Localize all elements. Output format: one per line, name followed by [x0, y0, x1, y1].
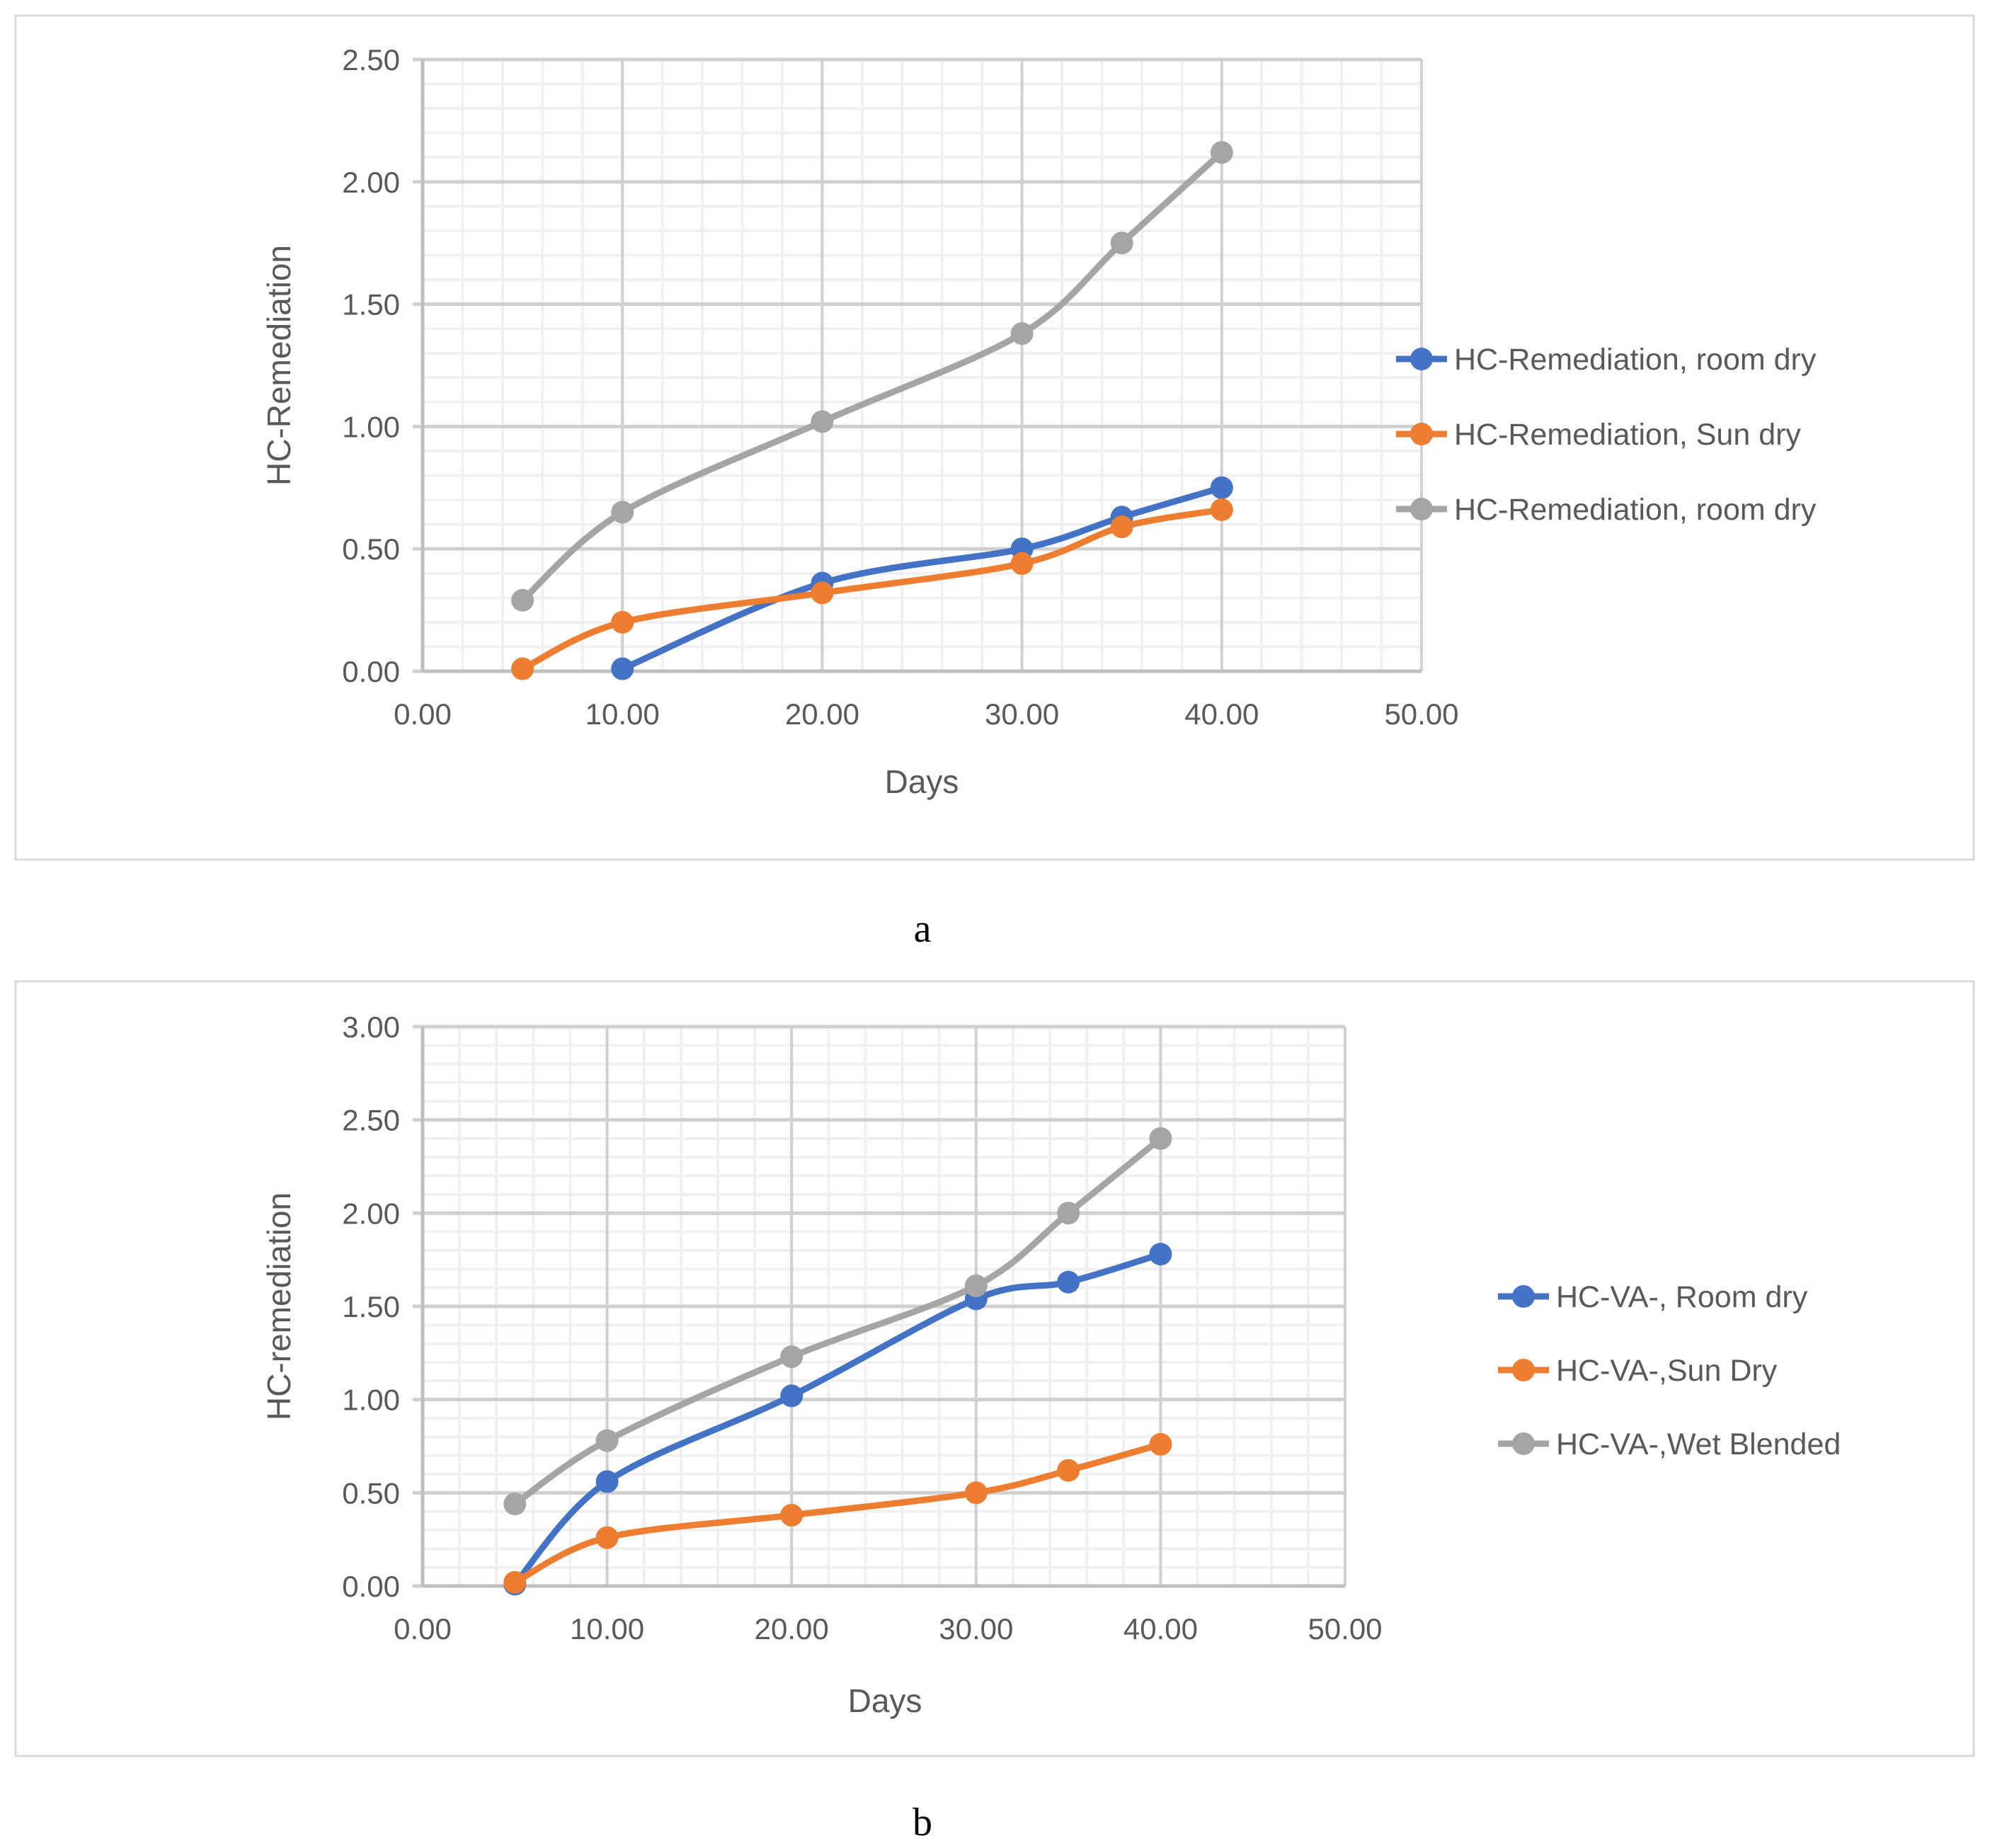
chart-frame — [14, 980, 1975, 1757]
legend-label: HC-VA-,Sun Dry — [1556, 1354, 1778, 1388]
data-point — [511, 588, 534, 612]
data-point — [611, 657, 634, 680]
y-tick-label: 1.00 — [342, 1384, 400, 1417]
data-point — [1210, 498, 1233, 521]
data-point — [611, 501, 634, 524]
data-point — [595, 1526, 619, 1549]
x-tick-label: 0.00 — [394, 1612, 452, 1645]
data-point — [1149, 1127, 1172, 1150]
panel-label: b — [913, 1801, 932, 1844]
x-tick-label: 30.00 — [985, 697, 1059, 731]
data-point — [611, 610, 634, 634]
chart-a: 0.00 0.50 1.00 1.50 2.00 2.50 0.00 10.00 20.00 30… — [14, 14, 1975, 861]
legend-marker — [1512, 1359, 1535, 1381]
data-point — [1057, 1202, 1080, 1225]
x-tick-label: 20.00 — [785, 697, 859, 731]
data-point — [1210, 141, 1233, 164]
data-point — [811, 581, 834, 605]
y-tick-label: 0.00 — [342, 655, 400, 688]
x-tick-label: 0.00 — [394, 697, 452, 731]
legend-marker — [1512, 1285, 1535, 1308]
x-tick-label: 10.00 — [585, 697, 660, 731]
data-point — [780, 1345, 804, 1369]
legend-label: HC-Remediation, room dry — [1454, 343, 1817, 377]
y-tick-label: 0.00 — [342, 1570, 400, 1603]
y-tick-label: 2.00 — [342, 166, 400, 199]
data-point — [1010, 552, 1034, 575]
data-point — [503, 1493, 527, 1516]
legend-label: HC-VA-,Wet Blended — [1556, 1427, 1841, 1461]
data-point — [964, 1274, 988, 1298]
x-tick-label: 30.00 — [939, 1612, 1013, 1645]
legend-marker — [1410, 423, 1433, 445]
series-2: HC-VA-,Wet Blended — [503, 1127, 1841, 1516]
legend-marker — [1410, 498, 1433, 520]
y-tick-label: 2.00 — [342, 1197, 400, 1230]
y-axis-title: HC-Remediation — [261, 245, 297, 486]
y-axis-title: HC-remediation — [261, 1192, 297, 1420]
x-tick-label: 50.00 — [1384, 697, 1458, 731]
data-point — [511, 657, 534, 680]
legend-label: HC-Remediation, Sun dry — [1454, 418, 1801, 452]
legend-label: HC-Remediation, room dry — [1454, 493, 1817, 527]
data-point — [964, 1481, 988, 1505]
x-tick-label: 40.00 — [1123, 1612, 1198, 1645]
series-1: HC-VA-,Sun Dry — [503, 1354, 1778, 1594]
chart-b: 0.00 0.50 1.00 1.50 2.00 2.50 3.00 0.00 10.00 20.… — [14, 980, 1975, 1757]
x-tick-label: 50.00 — [1308, 1612, 1382, 1645]
data-point — [811, 410, 834, 433]
y-tick-label: 0.50 — [342, 532, 400, 566]
legend-label: HC-VA-, Room dry — [1556, 1280, 1808, 1314]
data-point — [1149, 1243, 1172, 1266]
series-2: HC-Remediation, room dry — [511, 141, 1817, 612]
data-point — [1110, 232, 1133, 255]
series-1: HC-Remediation, Sun dry — [511, 418, 1801, 680]
y-tick-label: 1.00 — [342, 410, 400, 443]
y-tick-label: 2.50 — [342, 1104, 400, 1137]
data-point — [595, 1429, 619, 1452]
data-point — [780, 1384, 804, 1408]
legend-marker — [1410, 348, 1433, 370]
y-tick-label: 2.50 — [342, 43, 400, 76]
data-point — [1110, 515, 1133, 539]
data-point — [503, 1570, 527, 1594]
y-tick-label: 1.50 — [342, 288, 400, 321]
x-axis-title: Days — [848, 1682, 922, 1719]
panel-label: a — [914, 907, 932, 951]
y-tick-label: 3.00 — [342, 1010, 400, 1044]
data-point — [595, 1470, 619, 1493]
x-tick-label: 20.00 — [755, 1612, 829, 1645]
series-line — [619, 484, 1225, 673]
data-point — [1057, 1459, 1080, 1482]
data-point — [780, 1503, 804, 1527]
y-tick-label: 0.50 — [342, 1476, 400, 1510]
x-axis-title: Days — [885, 763, 959, 800]
y-tick-label: 1.50 — [342, 1290, 400, 1323]
data-point — [1010, 322, 1034, 346]
data-point — [1210, 476, 1233, 499]
x-tick-label: 10.00 — [570, 1612, 644, 1645]
data-point — [1057, 1270, 1080, 1294]
x-tick-label: 40.00 — [1184, 697, 1259, 731]
legend-marker — [1512, 1432, 1535, 1455]
data-point — [1149, 1432, 1172, 1456]
